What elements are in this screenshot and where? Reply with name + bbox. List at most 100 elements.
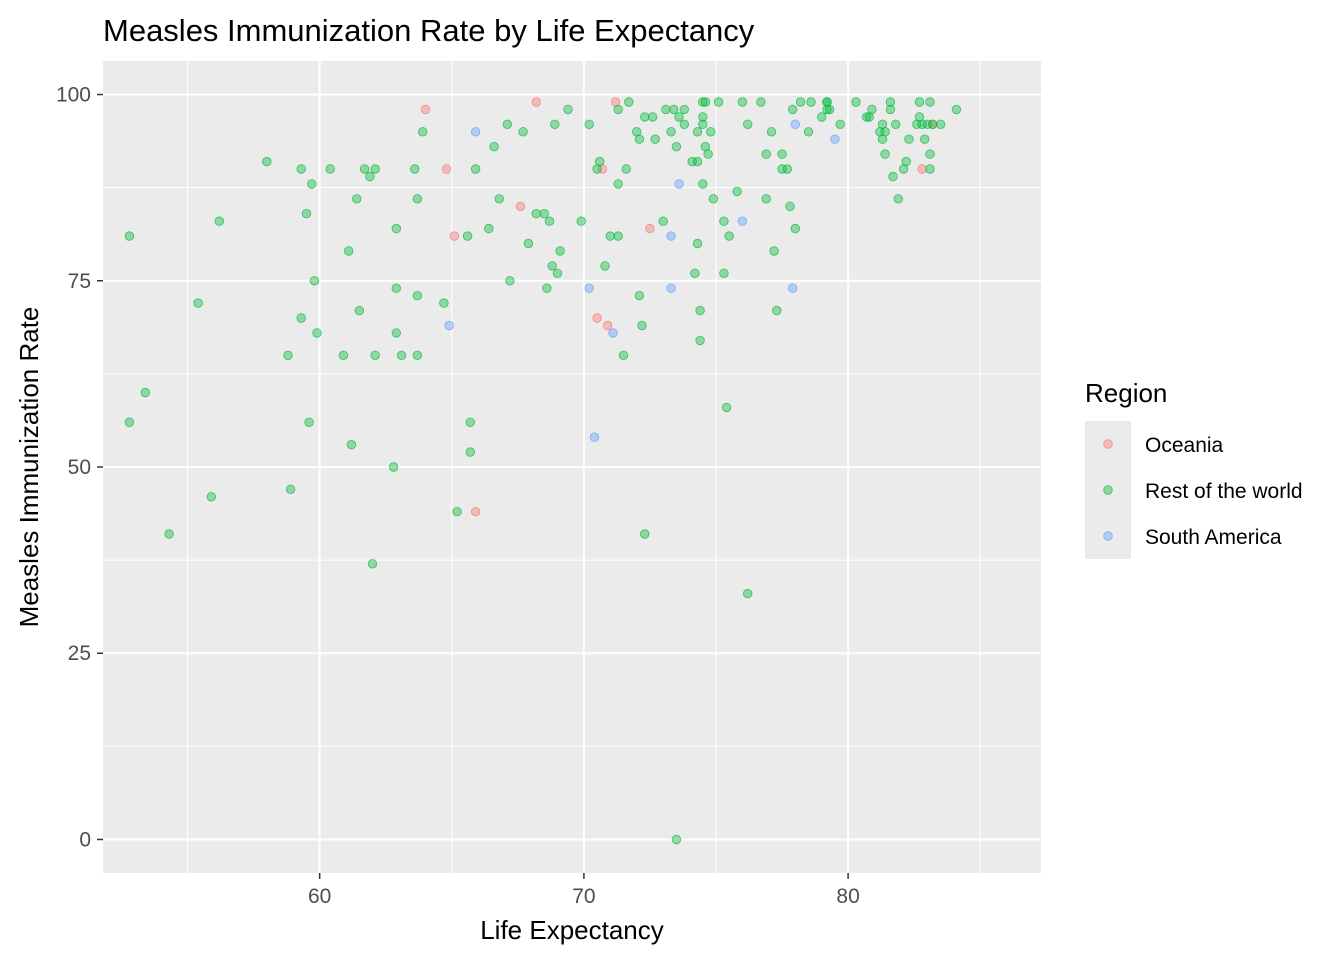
data-point xyxy=(296,313,306,323)
data-point xyxy=(206,492,217,502)
data-point xyxy=(634,291,645,301)
data-point xyxy=(576,216,586,226)
data-point xyxy=(470,164,481,174)
data-point xyxy=(449,231,460,241)
series-oceania xyxy=(420,97,938,517)
series-south-america xyxy=(444,119,840,442)
data-point xyxy=(613,104,623,115)
data-point xyxy=(489,141,499,152)
data-point xyxy=(692,156,703,167)
data-point xyxy=(698,97,708,107)
legend-title: Region xyxy=(1085,378,1167,408)
data-point xyxy=(692,238,703,249)
data-point xyxy=(917,119,927,130)
legend-key xyxy=(1085,421,1131,467)
data-point xyxy=(822,97,832,107)
data-point xyxy=(124,231,135,241)
x-tick-label: 60 xyxy=(308,885,331,908)
legend-key xyxy=(1085,513,1131,559)
data-point xyxy=(624,97,634,107)
y-axis-title: Measles Immunization Rate xyxy=(14,307,44,628)
x-tick-label: 70 xyxy=(572,885,595,908)
data-point xyxy=(555,246,565,256)
data-point xyxy=(595,156,605,167)
data-point xyxy=(608,328,618,338)
grid-major xyxy=(103,61,1041,873)
data-point xyxy=(124,417,135,428)
x-axis-title: Life Expectancy xyxy=(480,915,664,945)
data-point xyxy=(354,305,365,316)
data-point xyxy=(803,127,814,137)
data-point xyxy=(756,97,766,107)
data-point xyxy=(737,97,748,107)
data-point xyxy=(785,201,795,212)
data-point xyxy=(539,208,550,219)
data-point xyxy=(679,119,690,130)
data-point xyxy=(444,320,454,331)
data-point xyxy=(674,179,684,189)
data-point xyxy=(724,231,734,241)
data-point xyxy=(669,104,679,115)
data-point xyxy=(674,112,684,122)
data-point xyxy=(787,104,798,115)
data-point xyxy=(523,238,534,249)
data-point xyxy=(732,186,742,197)
data-point xyxy=(935,119,946,130)
data-point xyxy=(465,417,476,428)
data-point xyxy=(920,134,930,144)
data-point xyxy=(396,350,407,361)
data-point xyxy=(285,484,296,495)
data-point xyxy=(880,127,890,137)
data-point xyxy=(877,119,888,130)
data-point xyxy=(888,171,898,182)
y-axis-ticks: 0 25 50 75 100 xyxy=(56,84,103,851)
data-point xyxy=(632,127,642,137)
data-point xyxy=(703,149,713,159)
data-point xyxy=(687,156,697,167)
data-point xyxy=(420,104,431,115)
legend-key xyxy=(1085,467,1131,513)
data-point xyxy=(412,194,423,204)
data-point xyxy=(301,208,312,219)
data-point xyxy=(637,320,647,331)
data-point xyxy=(325,164,335,174)
x-tick-label: 80 xyxy=(836,885,859,908)
chart-title: Measles Immunization Rate by Life Expect… xyxy=(103,13,755,48)
data-point xyxy=(418,127,428,137)
data-point xyxy=(817,112,827,122)
data-point xyxy=(830,134,840,144)
data-point xyxy=(795,97,806,107)
data-point xyxy=(547,261,557,271)
data-point xyxy=(761,194,771,204)
data-point xyxy=(769,246,779,256)
data-point xyxy=(671,141,682,152)
data-point xyxy=(164,529,174,539)
data-point xyxy=(695,305,705,316)
data-point xyxy=(743,119,753,130)
y-tick-label: 50 xyxy=(68,456,91,479)
legend: Region Oceania Rest of the world South Ame… xyxy=(1085,378,1303,559)
data-point xyxy=(851,97,861,107)
data-point xyxy=(824,104,835,115)
data-point xyxy=(600,261,610,271)
data-point xyxy=(597,164,608,174)
data-point xyxy=(782,164,793,174)
data-point xyxy=(552,268,563,279)
data-point xyxy=(352,194,362,204)
data-point xyxy=(193,298,203,308)
data-point xyxy=(787,283,798,293)
data-point xyxy=(743,588,753,599)
data-point xyxy=(700,97,711,107)
legend-key-point xyxy=(1103,531,1113,541)
data-point xyxy=(695,335,705,346)
data-point xyxy=(912,119,922,130)
data-point xyxy=(645,223,655,234)
legend-label: Oceania xyxy=(1145,434,1224,457)
y-tick-label: 0 xyxy=(79,828,91,851)
data-point xyxy=(563,104,573,115)
data-point xyxy=(312,328,322,338)
data-point xyxy=(605,231,616,241)
data-point xyxy=(592,164,602,174)
data-point xyxy=(698,119,708,130)
